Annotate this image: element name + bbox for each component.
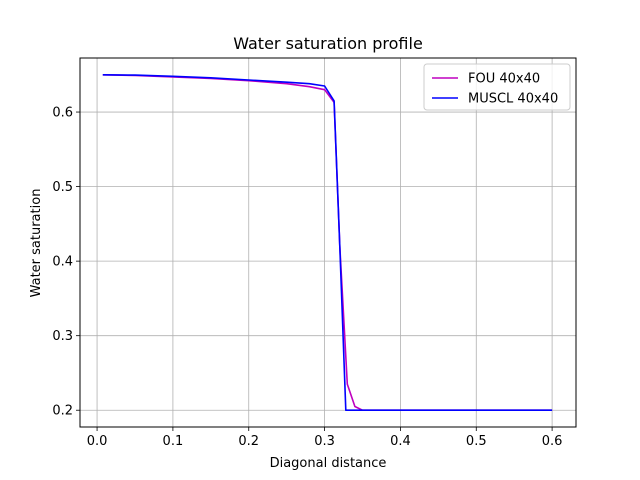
x-axis-label: Diagonal distance (270, 456, 387, 471)
y-ticks: 0.2 0.3 0.4 0.5 0.6 (52, 106, 80, 419)
x-tick-label: 0.0 (87, 434, 108, 449)
legend-label: FOU 40x40 (468, 72, 540, 87)
x-ticks: 0.0 0.1 0.2 0.3 0.4 0.5 0.6 (87, 427, 563, 449)
y-tick-label: 0.3 (52, 329, 73, 344)
y-axis-label: Water saturation (29, 189, 44, 298)
y-tick-label: 0.6 (52, 106, 73, 121)
legend-label: MUSCL 40x40 (468, 92, 558, 107)
x-tick-label: 0.3 (314, 434, 335, 449)
series-line-2 (102, 74, 553, 412)
legend: FOU 40x40 MUSCL 40x40 (423, 63, 571, 111)
y-tick-label: 0.5 (52, 180, 73, 195)
x-tick-label: 0.2 (238, 434, 259, 449)
x-tick-label: 0.4 (390, 434, 411, 449)
x-tick-label: 0.5 (466, 434, 487, 449)
plot-frame (79, 57, 577, 428)
y-tick-label: 0.2 (52, 404, 73, 419)
plot-lines (102, 74, 553, 412)
y-tick-label: 0.4 (52, 255, 73, 270)
x-tick-label: 0.1 (163, 434, 184, 449)
legend-box (423, 63, 571, 111)
x-tick-label: 0.6 (542, 434, 563, 449)
chart-title: Water saturation profile (233, 34, 423, 53)
grid (80, 58, 576, 427)
